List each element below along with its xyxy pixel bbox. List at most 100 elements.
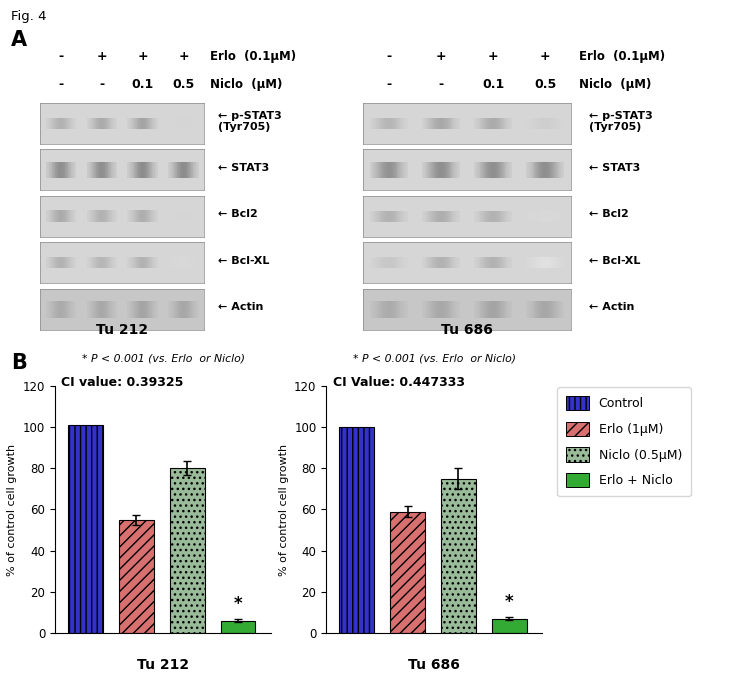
Bar bbox=[100, 118, 101, 129]
Bar bbox=[405, 162, 406, 178]
Bar bbox=[138, 257, 139, 269]
Bar bbox=[135, 162, 136, 178]
Bar bbox=[558, 257, 559, 268]
Bar bbox=[528, 257, 529, 268]
Bar bbox=[432, 211, 433, 222]
Bar bbox=[432, 162, 433, 178]
Bar bbox=[110, 210, 111, 223]
Bar bbox=[396, 301, 397, 318]
Bar bbox=[457, 301, 458, 318]
Bar bbox=[136, 162, 138, 178]
Bar bbox=[156, 210, 157, 223]
Bar bbox=[459, 118, 460, 129]
Bar bbox=[62, 257, 63, 269]
Bar bbox=[172, 162, 173, 178]
Bar bbox=[503, 301, 504, 318]
Bar bbox=[434, 118, 435, 129]
Bar bbox=[397, 211, 398, 222]
Bar bbox=[144, 162, 145, 178]
Bar bbox=[441, 257, 442, 268]
Bar bbox=[504, 301, 506, 318]
Text: ← Actin: ← Actin bbox=[218, 302, 264, 312]
Bar bbox=[369, 118, 371, 129]
Bar bbox=[100, 162, 101, 178]
Bar bbox=[446, 162, 447, 178]
Bar bbox=[394, 257, 395, 268]
Bar bbox=[193, 257, 194, 269]
Bar bbox=[455, 301, 457, 318]
Bar bbox=[185, 162, 187, 178]
Bar bbox=[171, 162, 172, 178]
Bar bbox=[129, 210, 130, 223]
Bar bbox=[556, 211, 557, 222]
Bar bbox=[114, 210, 115, 223]
Bar bbox=[95, 210, 96, 223]
Bar bbox=[154, 118, 155, 129]
Bar bbox=[547, 162, 548, 178]
Bar bbox=[195, 301, 196, 318]
Bar bbox=[455, 162, 457, 178]
Text: Tu 686: Tu 686 bbox=[441, 323, 493, 337]
Bar bbox=[372, 301, 374, 318]
Bar bbox=[424, 118, 426, 129]
Bar bbox=[424, 211, 426, 222]
Bar bbox=[427, 257, 429, 268]
Bar bbox=[427, 118, 429, 129]
Bar bbox=[70, 118, 71, 129]
Bar bbox=[141, 257, 143, 269]
Bar bbox=[546, 257, 547, 268]
Bar bbox=[133, 301, 134, 318]
Bar bbox=[45, 257, 46, 269]
Bar bbox=[66, 301, 67, 318]
Bar bbox=[145, 162, 146, 178]
Bar bbox=[432, 257, 433, 268]
Bar bbox=[540, 211, 542, 222]
Bar bbox=[145, 301, 146, 318]
Bar bbox=[191, 162, 192, 178]
Bar bbox=[489, 162, 490, 178]
Bar bbox=[545, 211, 546, 222]
Bar bbox=[51, 257, 52, 269]
Bar bbox=[391, 162, 393, 178]
Bar bbox=[436, 257, 438, 268]
Bar bbox=[106, 210, 107, 223]
Bar bbox=[539, 118, 540, 129]
Bar bbox=[56, 118, 57, 129]
Bar bbox=[531, 257, 533, 268]
Bar bbox=[45, 210, 46, 223]
Bar bbox=[104, 210, 105, 223]
Bar bbox=[534, 257, 536, 268]
Bar bbox=[61, 162, 62, 178]
Bar bbox=[478, 211, 479, 222]
Bar bbox=[89, 257, 90, 269]
Bar bbox=[55, 301, 56, 318]
Bar bbox=[75, 118, 76, 129]
Bar bbox=[94, 210, 95, 223]
Bar bbox=[377, 257, 378, 268]
Bar bbox=[188, 301, 189, 318]
Text: Niclo  (μM): Niclo (μM) bbox=[578, 78, 651, 91]
Bar bbox=[533, 257, 534, 268]
Bar bbox=[405, 211, 406, 222]
Bar bbox=[91, 301, 92, 318]
Bar bbox=[102, 301, 103, 318]
Bar bbox=[451, 211, 452, 222]
Bar bbox=[498, 162, 499, 178]
Bar bbox=[482, 301, 484, 318]
Bar bbox=[74, 118, 75, 129]
Bar bbox=[403, 162, 405, 178]
Bar bbox=[549, 162, 550, 178]
Bar bbox=[52, 257, 53, 269]
Bar bbox=[437, 118, 438, 129]
Bar bbox=[438, 211, 439, 222]
Bar bbox=[548, 118, 549, 129]
Bar bbox=[61, 118, 62, 129]
Bar bbox=[54, 210, 55, 223]
Bar bbox=[190, 118, 191, 129]
Bar bbox=[181, 210, 182, 223]
Bar bbox=[188, 118, 189, 129]
Bar bbox=[104, 162, 105, 178]
Bar bbox=[540, 162, 542, 178]
Bar bbox=[95, 301, 97, 318]
Bar bbox=[54, 162, 55, 178]
